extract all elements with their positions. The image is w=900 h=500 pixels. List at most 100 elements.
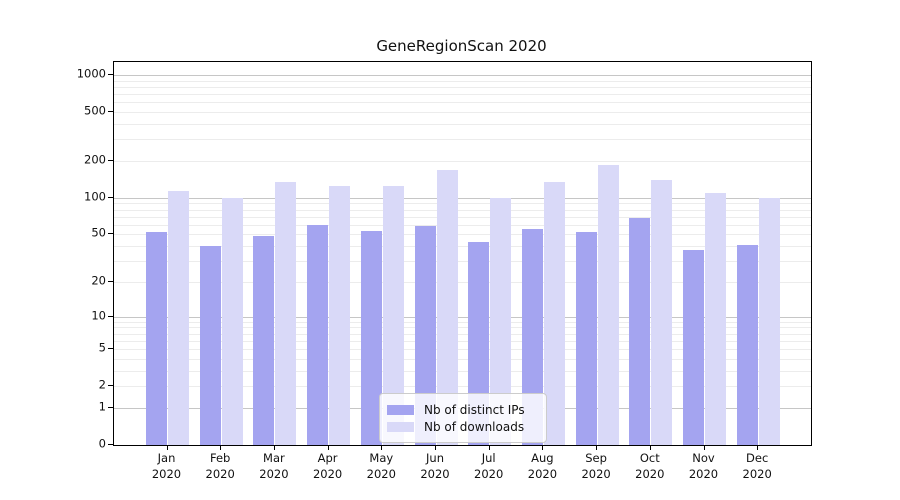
x-tick-year: 2020 [366,466,396,481]
y-tick-mark [108,280,113,282]
x-tick-label: Apr 2020 [298,451,358,482]
x-tick-year: 2020 [151,466,182,481]
y-tick-mark [108,315,113,317]
x-tick-month: May [369,451,394,465]
y-tick-mark [108,444,113,445]
x-tick-year: 2020 [205,466,235,481]
bar-distinct-ips-jan [146,232,167,445]
gridline-major [114,75,811,76]
bar-distinct-ips-mar [253,235,275,445]
x-tick-month: Sep [585,451,607,465]
gridline-minor [114,349,811,351]
y-tick-label: 2 [98,377,106,392]
plot-area [113,61,812,446]
x-tick-mark [757,445,759,450]
gridline-minor [114,358,811,360]
y-tick-mark [108,406,113,408]
y-tick-label: 1000 [76,66,106,81]
x-tick-year: 2020 [688,466,719,481]
x-tick-label: Nov 2020 [674,451,734,482]
x-tick-mark [435,445,436,450]
x-tick-month: Nov [692,451,715,465]
legend-label: Nb of distinct IPs [424,402,525,417]
x-tick-year: 2020 [312,466,343,481]
bar-distinct-ips-feb [199,246,221,445]
bar-distinct-ips-aug [521,229,543,445]
y-tick-mark [108,111,113,113]
bar-distinct-ips-may [360,231,382,445]
x-tick-label: Jan 2020 [137,451,197,482]
bar-distinct-ips-sep [575,232,597,445]
gridline-minor [114,224,811,226]
x-tick-mark [542,445,544,450]
bar-downloads-dec [758,197,780,445]
y-tick-mark [108,385,113,387]
gridline-minor [114,86,811,88]
x-tick-month: Oct [639,451,660,465]
y-tick-mark [108,159,113,161]
gridline-minor [114,112,811,114]
x-tick-label: Mar 2020 [244,451,304,482]
gridline-major [114,316,811,318]
x-tick-mark [273,445,275,450]
x-tick-mark [166,445,168,450]
gridline-minor [114,203,811,205]
gridline-minor [114,340,811,342]
bar-downloads-jun [436,169,458,445]
bar-downloads-aug [543,182,565,445]
legend-swatch-distinct-ips [387,404,414,415]
x-tick-label: Jul 2020 [459,451,519,482]
bar-distinct-ips-apr [307,224,329,445]
gridline-minor [114,281,811,283]
x-tick-month: Mar [263,451,285,465]
x-tick-label: Oct 2020 [620,451,680,482]
gridline-minor [114,209,811,211]
x-tick-mark [596,445,598,450]
y-tick-mark [108,74,113,75]
legend-label: Nb of downloads [424,419,525,434]
bar-downloads-apr [329,186,351,445]
gridline-minor [114,333,811,335]
x-tick-year: 2020 [581,466,611,481]
bar-distinct-ips-jun [414,225,436,445]
bar-downloads-jul [490,197,512,445]
x-tick-month: Aug [531,451,554,465]
gridline-minor [114,102,811,104]
x-tick-year: 2020 [635,466,665,481]
legend-swatch-downloads [387,421,414,432]
y-tick-mark [108,233,113,235]
gridline-minor [114,386,811,388]
x-tick-month: Feb [210,451,231,465]
gridline-minor [114,234,811,236]
gridline-minor [114,370,811,372]
y-tick-label: 20 [91,273,106,288]
legend-row: Nb of downloads [387,419,536,434]
bar-downloads-sep [597,165,619,445]
bar-distinct-ips-nov [683,250,704,445]
y-tick-label: 1 [98,399,106,414]
x-tick-year: 2020 [474,466,504,481]
y-tick-label: 200 [84,152,106,167]
x-tick-mark [327,445,329,450]
y-tick-label: 0 [98,436,106,451]
gridline-minor [114,123,811,125]
gridline-minor [114,327,811,329]
gridline-minor [114,216,811,218]
bar-distinct-ips-oct [629,218,651,445]
x-tick-year: 2020 [420,466,450,481]
gridline-minor [114,139,811,141]
x-tick-mark [488,445,490,450]
y-tick-mark [108,348,113,350]
x-tick-month: Jun [426,451,444,465]
gridline-minor [114,321,811,323]
x-tick-mark [649,445,651,450]
x-tick-year: 2020 [259,466,289,481]
gridline-major [114,197,811,199]
x-tick-label: Dec 2020 [727,451,787,482]
legend-row: Nb of distinct IPs [387,402,536,417]
bar-downloads-mar [275,181,297,445]
x-tick-month: Jan [157,451,176,465]
x-tick-mark [703,445,705,450]
y-tick-label: 10 [91,307,106,322]
